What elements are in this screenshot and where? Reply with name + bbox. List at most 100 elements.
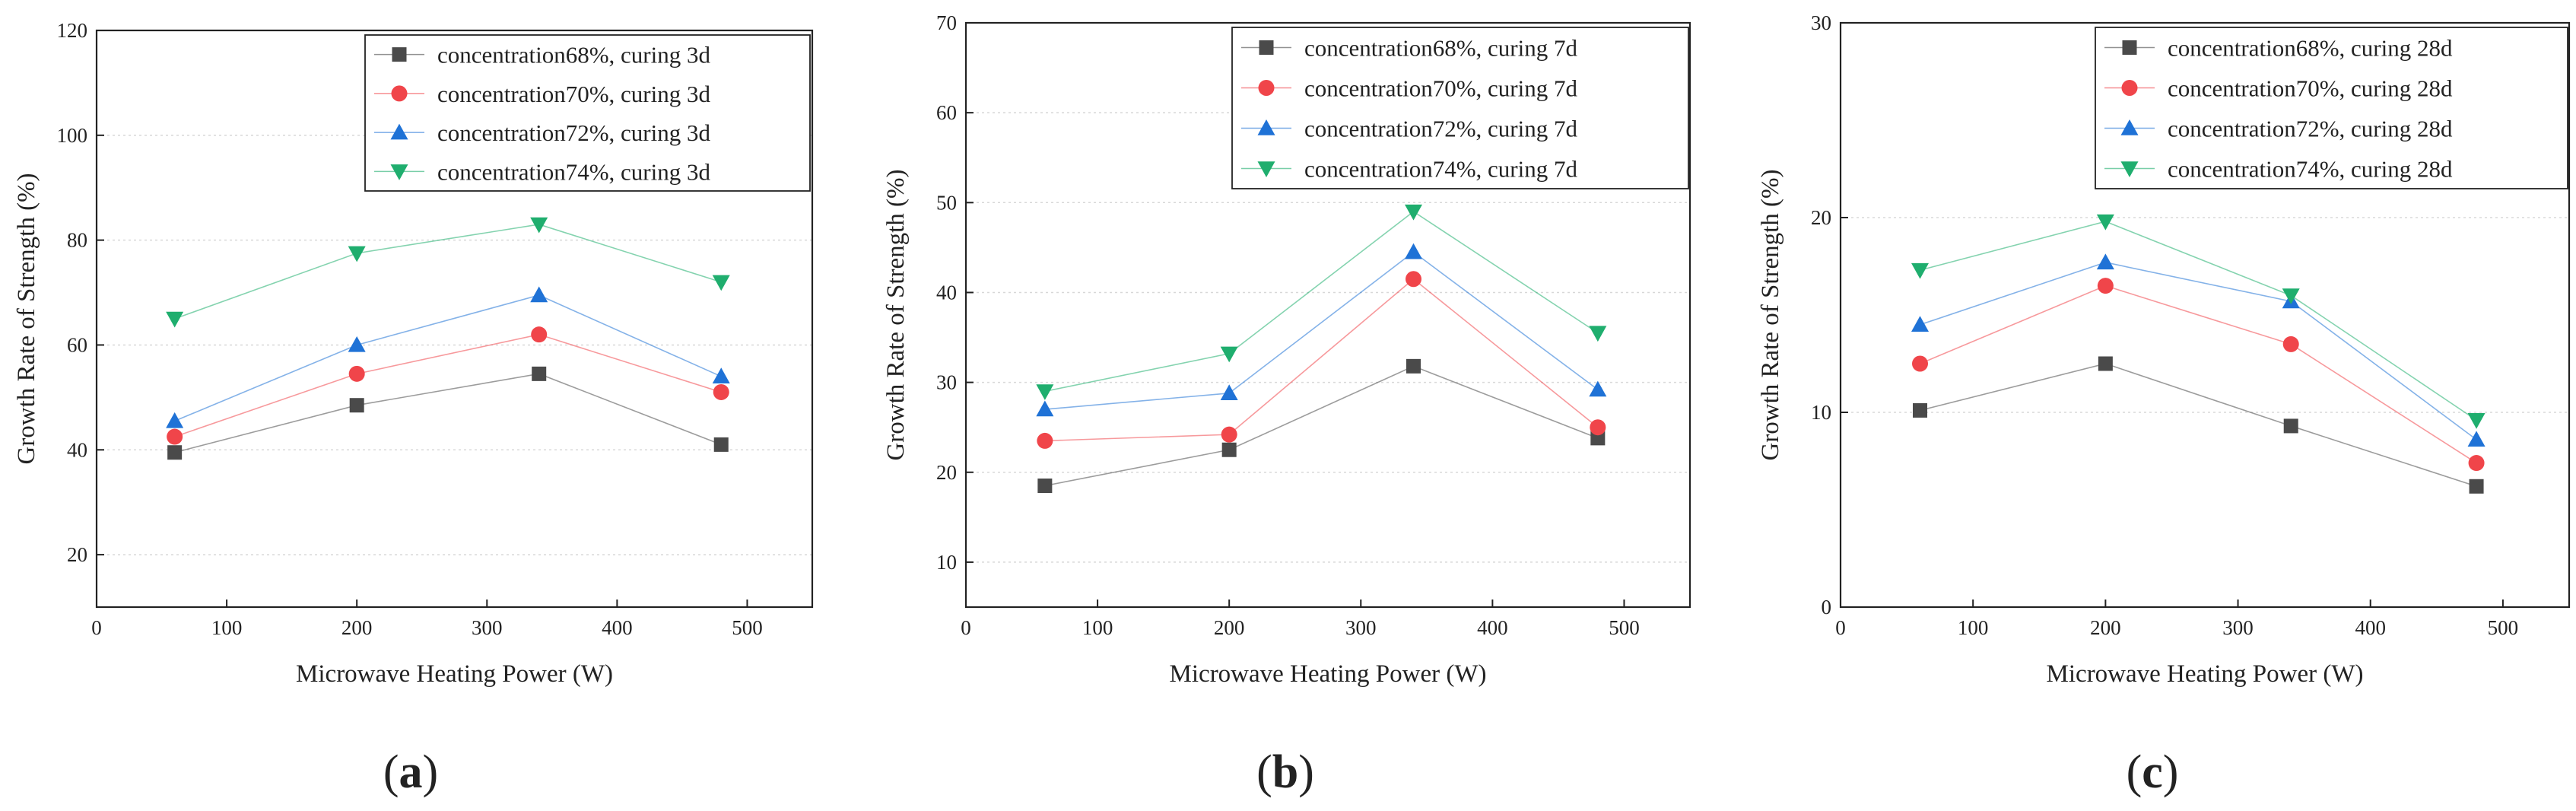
y-axis-title: Growth Rate of Strength (%) bbox=[882, 169, 910, 460]
x-tick-label: 400 bbox=[1477, 616, 1508, 639]
data-point bbox=[1590, 419, 1606, 436]
y-tick-label: 80 bbox=[67, 229, 87, 252]
data-point bbox=[1220, 384, 1238, 400]
legend-label: concentration74%, curing 28d bbox=[2168, 156, 2453, 183]
y-tick-label: 30 bbox=[1811, 11, 1831, 34]
legend-box bbox=[1231, 27, 1689, 189]
legend-marker bbox=[2120, 161, 2139, 177]
legend-marker bbox=[390, 123, 408, 140]
data-point bbox=[1911, 262, 1930, 279]
data-point bbox=[2097, 278, 2114, 294]
data-point bbox=[1405, 243, 1423, 259]
y-tick-label: 40 bbox=[936, 281, 957, 304]
data-point bbox=[348, 365, 365, 382]
legend-marker bbox=[392, 47, 407, 62]
y-axis-title: Growth Rate of Strength (%) bbox=[1757, 169, 1784, 460]
series-line-1 bbox=[1920, 363, 2477, 488]
legend-label: concentration70%, curing 7d bbox=[1304, 75, 1577, 102]
series-line-1 bbox=[174, 373, 722, 453]
x-tick-label: 100 bbox=[1958, 616, 1989, 639]
data-point bbox=[1913, 402, 1928, 418]
data-point bbox=[167, 445, 183, 460]
x-tick-label: 0 bbox=[961, 616, 971, 639]
chart-panel-a: 0 100 200 300 400 500 20 40 60 80 100 120 Microwave … bbox=[13, 19, 814, 798]
series-line-4 bbox=[1044, 211, 1599, 393]
series-line-2 bbox=[174, 333, 722, 437]
data-point bbox=[1405, 204, 1423, 221]
legend-marker bbox=[391, 85, 408, 102]
y-tick-label: 60 bbox=[67, 333, 87, 356]
data-point bbox=[530, 217, 548, 234]
data-point bbox=[166, 311, 184, 328]
series-line-4 bbox=[1920, 221, 2477, 421]
y-tick-label: 0 bbox=[1822, 596, 1832, 619]
legend-label: concentration68%, curing 3d bbox=[437, 42, 710, 68]
data-point bbox=[1221, 426, 1237, 443]
y-tick-label: 20 bbox=[1811, 206, 1831, 229]
x-tick-label: 100 bbox=[1082, 616, 1113, 639]
x-tick-label: 300 bbox=[472, 616, 503, 639]
legend-marker bbox=[2121, 80, 2138, 96]
y-tick-label: 20 bbox=[67, 543, 87, 566]
data-point bbox=[348, 246, 366, 262]
x-tick-label: 300 bbox=[2222, 616, 2254, 639]
data-point bbox=[1037, 478, 1053, 493]
x-tick-label: 0 bbox=[1835, 616, 1846, 639]
legend-label: concentration74%, curing 3d bbox=[437, 158, 710, 185]
y-tick-label: 10 bbox=[1811, 401, 1831, 424]
panel-label: (a) bbox=[383, 746, 438, 798]
legend-box bbox=[364, 34, 811, 192]
x-tick-label: 200 bbox=[1214, 616, 1245, 639]
legend-label: concentration70%, curing 28d bbox=[2168, 75, 2453, 102]
data-point bbox=[1036, 400, 1054, 417]
series-line-2 bbox=[1920, 285, 2477, 464]
x-tick-label: 500 bbox=[2488, 616, 2519, 639]
plot-frame bbox=[1839, 21, 2571, 609]
data-point bbox=[712, 367, 730, 383]
x-tick-label: 200 bbox=[341, 616, 373, 639]
x-axis-title: Microwave Heating Power (W) bbox=[1170, 660, 1487, 688]
panel-label: (b) bbox=[1256, 746, 1314, 798]
data-point bbox=[1589, 326, 1607, 342]
series-line-2 bbox=[1044, 278, 1599, 442]
legend-marker bbox=[2120, 119, 2139, 135]
legend-marker bbox=[2122, 40, 2137, 55]
y-tick-label: 100 bbox=[57, 124, 88, 147]
legend-label: concentration70%, curing 3d bbox=[437, 81, 710, 107]
x-axis-title: Microwave Heating Power (W) bbox=[2047, 660, 2364, 688]
data-point bbox=[2467, 413, 2485, 429]
data-point bbox=[1220, 346, 1238, 363]
x-tick-label: 500 bbox=[732, 616, 763, 639]
y-tick-label: 50 bbox=[936, 191, 957, 214]
panel-label: (c) bbox=[2127, 746, 2179, 798]
data-point bbox=[1406, 358, 1421, 374]
data-point bbox=[1037, 432, 1053, 449]
data-point bbox=[166, 412, 184, 428]
plot-frame bbox=[95, 29, 814, 609]
data-point bbox=[167, 428, 183, 445]
data-point bbox=[2098, 356, 2113, 371]
legend-marker bbox=[390, 164, 408, 180]
x-tick-label: 300 bbox=[1345, 616, 1377, 639]
x-tick-label: 400 bbox=[602, 616, 633, 639]
data-point bbox=[1221, 442, 1237, 457]
y-tick-label: 70 bbox=[936, 11, 957, 34]
series-line-3 bbox=[1920, 262, 2477, 440]
y-tick-label: 40 bbox=[67, 438, 87, 461]
data-point bbox=[2468, 455, 2485, 472]
data-point bbox=[1590, 431, 1606, 446]
x-tick-label: 100 bbox=[211, 616, 243, 639]
legend-label: concentration72%, curing 28d bbox=[2168, 116, 2453, 142]
data-point bbox=[712, 275, 730, 291]
chart-panel-b: 0 100 200 300 400 500 10 20 30 40 50 60 70 Microwave … bbox=[882, 11, 1691, 798]
series-line-4 bbox=[174, 224, 722, 320]
y-tick-label: 20 bbox=[936, 461, 957, 484]
data-point bbox=[2096, 214, 2114, 231]
data-point bbox=[348, 336, 366, 352]
data-point bbox=[2282, 288, 2300, 304]
data-point bbox=[1911, 316, 1930, 332]
x-tick-label: 500 bbox=[1609, 616, 1640, 639]
data-point bbox=[1589, 380, 1607, 397]
data-point bbox=[2469, 479, 2484, 494]
